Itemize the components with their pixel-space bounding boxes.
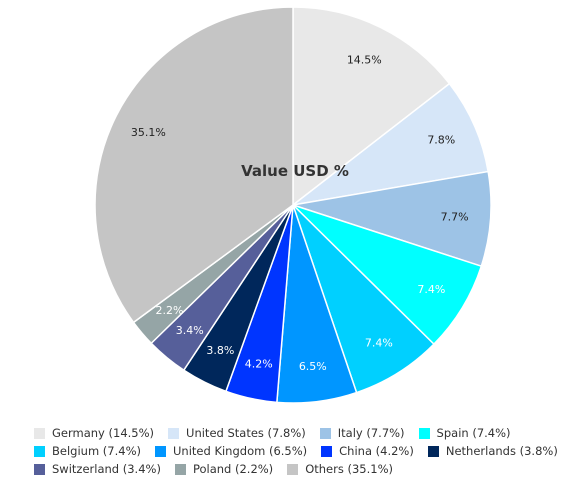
legend-item-united-states: United States (7.8%) bbox=[168, 426, 306, 440]
legend-row: Switzerland (3.4%) Poland (2.2%) Others … bbox=[34, 460, 564, 478]
legend-label: Spain (7.4%) bbox=[436, 426, 511, 440]
legend-label: Germany (14.5%) bbox=[52, 426, 155, 440]
legend-swatch bbox=[418, 427, 430, 439]
legend-swatch bbox=[34, 427, 45, 439]
slice-label-china: 4.2% bbox=[245, 357, 273, 370]
legend-swatch bbox=[319, 427, 331, 439]
legend-label: Poland (2.2%) bbox=[192, 462, 274, 476]
slice-label-others: 35.1% bbox=[131, 126, 166, 139]
legend-swatch bbox=[34, 463, 45, 475]
slice-label-united-kingdom: 6.5% bbox=[299, 360, 327, 373]
slice-label-netherlands: 3.8% bbox=[206, 344, 234, 357]
legend-label: Netherlands (3.8%) bbox=[445, 444, 558, 458]
legend-label: Switzerland (3.4%) bbox=[52, 462, 161, 476]
legend-item-belgium: Belgium (7.4%) bbox=[34, 444, 141, 458]
slice-label-switzerland: 3.4% bbox=[176, 324, 204, 337]
chart-title: Value USD % bbox=[241, 162, 349, 180]
legend-label: Others (35.1%) bbox=[305, 462, 393, 476]
legend-row: Belgium (7.4%) United Kingdom (6.5%) Chi… bbox=[34, 442, 564, 460]
legend-swatch bbox=[155, 445, 166, 457]
legend-label: Belgium (7.4%) bbox=[52, 444, 141, 458]
legend-swatch bbox=[287, 463, 299, 475]
legend-item-netherlands: Netherlands (3.8%) bbox=[427, 444, 558, 458]
legend-item-poland: Poland (2.2%) bbox=[174, 462, 274, 476]
legend-item-spain: Spain (7.4%) bbox=[418, 426, 511, 440]
slice-label-belgium: 7.4% bbox=[365, 336, 393, 349]
legend-item-switzerland: Switzerland (3.4%) bbox=[34, 462, 161, 476]
legend-item-italy: Italy (7.7%) bbox=[319, 426, 405, 440]
legend-item-united-kingdom: United Kingdom (6.5%) bbox=[155, 444, 307, 458]
legend-item-others: Others (35.1%) bbox=[287, 462, 393, 476]
legend-item-germany: Germany (14.5%) bbox=[34, 426, 154, 440]
legend-label: United Kingdom (6.5%) bbox=[173, 444, 308, 458]
pie-labels: 14.5% 7.8% 7.7% 7.4% 7.4% 6.5% 4.2% 3.8%3.4% 2.2… bbox=[131, 54, 469, 373]
chart-legend: Germany (14.5%) United States (7.8%) Ita… bbox=[34, 424, 564, 478]
slice-label-poland: 2.2% bbox=[156, 304, 184, 317]
pie-slice-others bbox=[94, 6, 294, 324]
legend-item-china: China (4.2%) bbox=[321, 444, 414, 458]
pie-chart: 14.5% 7.8% 7.7% 7.4% 7.4% 6.5% 4.2% 3.8%3.4% 2.2… bbox=[94, 6, 492, 404]
pie-slices bbox=[94, 6, 492, 404]
legend-swatch bbox=[174, 463, 186, 475]
legend-swatch bbox=[321, 445, 333, 457]
slice-label-italy: 7.7% bbox=[441, 211, 469, 224]
legend-swatch bbox=[168, 427, 180, 439]
legend-swatch bbox=[34, 445, 45, 457]
pie-slice-italy bbox=[292, 170, 492, 268]
legend-swatch bbox=[427, 445, 439, 457]
slice-label-spain: 7.4% bbox=[417, 283, 445, 296]
legend-label: Italy (7.7%) bbox=[337, 426, 405, 440]
legend-row: Germany (14.5%) United States (7.8%) Ita… bbox=[34, 424, 564, 442]
pie-slice-united-states bbox=[292, 82, 490, 206]
legend-label: China (4.2%) bbox=[339, 444, 414, 458]
pie-slice-germany bbox=[292, 6, 451, 207]
legend-label: United States (7.8%) bbox=[186, 426, 306, 440]
slice-label-united-states: 7.8% bbox=[427, 134, 455, 147]
slice-label-germany: 14.5% bbox=[347, 54, 382, 67]
